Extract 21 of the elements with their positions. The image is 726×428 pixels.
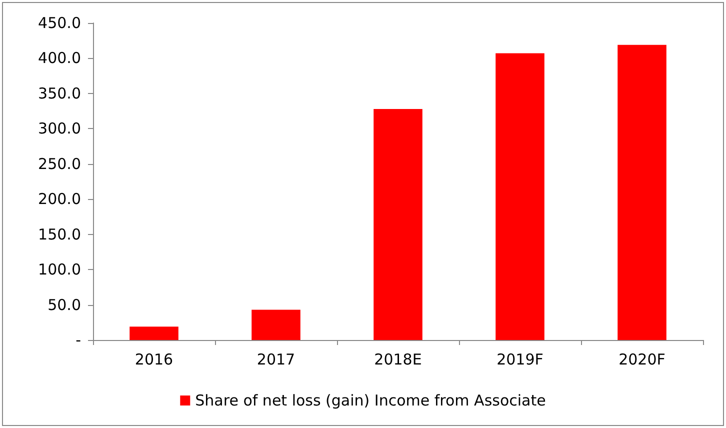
bar: [374, 108, 422, 340]
x-tick-label: 2020F: [618, 350, 666, 368]
legend-label: Share of net loss (gain) Income from Associate: [195, 392, 546, 410]
bar: [252, 310, 300, 340]
x-tick-label: 2017: [256, 350, 296, 368]
y-tick-label: 150.0: [38, 225, 81, 244]
bar: [618, 44, 666, 340]
y-tick-label: 450.0: [38, 14, 81, 32]
bar: [496, 53, 544, 340]
y-tick-label: 400.0: [38, 49, 81, 68]
bar: [130, 326, 178, 340]
y-tick-label: 250.0: [38, 154, 81, 173]
x-tick-label: 2018E: [374, 350, 422, 368]
y-tick-label: 50.0: [48, 296, 81, 314]
y-tick-label: 300.0: [38, 120, 81, 138]
y-tick-label: -: [76, 331, 81, 349]
x-tick-label: 2019F: [496, 350, 544, 368]
y-tick-label: 200.0: [38, 190, 81, 208]
x-tick-label: 2016: [134, 350, 174, 368]
y-tick-label: 350.0: [38, 84, 81, 102]
y-tick-label: 100.0: [38, 260, 81, 279]
